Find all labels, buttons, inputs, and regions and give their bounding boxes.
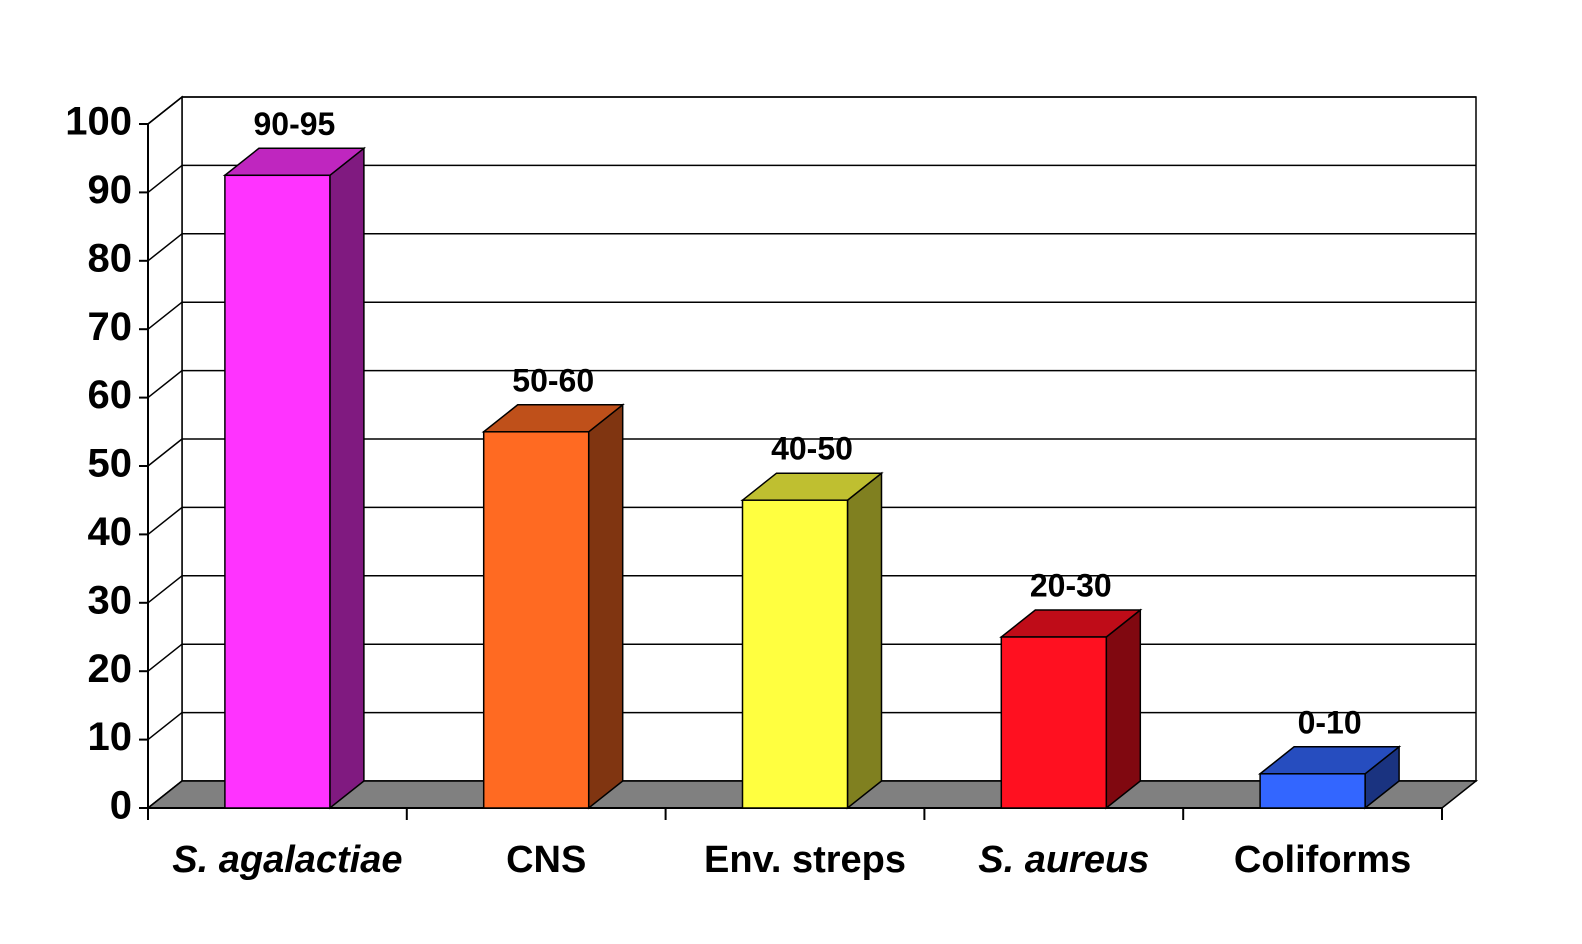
x-tick-label: Coliforms: [1234, 839, 1411, 881]
grid-line: [147, 506, 183, 535]
value-label: 0-10: [1298, 704, 1362, 740]
grid-line: [147, 233, 183, 262]
y-tick-label: 0: [110, 784, 132, 828]
grid-line: [147, 301, 183, 330]
grid-line: [147, 370, 183, 399]
y-tick-label: 100: [65, 100, 132, 144]
bar: [224, 174, 331, 809]
grid-line: [147, 96, 183, 125]
bar-side: [329, 146, 365, 810]
bar: [1259, 773, 1366, 809]
y-tick-label: 90: [88, 168, 133, 212]
bar: [1000, 636, 1108, 809]
y-tick-label: 70: [88, 305, 133, 349]
x-tick-label: S. agalactiae: [172, 839, 402, 881]
y-tick-label: 30: [88, 578, 133, 622]
value-label: 40-50: [771, 431, 853, 467]
bar: [482, 431, 590, 809]
value-label: 20-30: [1030, 567, 1112, 603]
x-tick-label: S. aureus: [978, 839, 1149, 881]
x-tick-label: Env. streps: [704, 839, 906, 881]
value-label: 50-60: [512, 362, 594, 398]
bar-side: [1105, 608, 1142, 810]
value-label: 90-95: [253, 106, 335, 142]
grid-line: [147, 164, 183, 193]
grid-line: [147, 438, 183, 467]
y-tick-label: 10: [88, 715, 133, 759]
y-tick-label: 60: [88, 373, 133, 417]
y-tick-label: 50: [88, 442, 133, 486]
y-tick-label: 40: [88, 510, 133, 554]
grid-line: [147, 643, 183, 672]
y-tick-label: 20: [88, 647, 133, 691]
grid-line: [147, 575, 183, 604]
bar: [741, 499, 849, 809]
y-tick-label: 80: [88, 236, 133, 280]
x-tick-label: CNS: [506, 839, 586, 881]
bar-side: [587, 403, 624, 810]
grid-line: [147, 712, 183, 741]
bar-side: [846, 471, 883, 810]
